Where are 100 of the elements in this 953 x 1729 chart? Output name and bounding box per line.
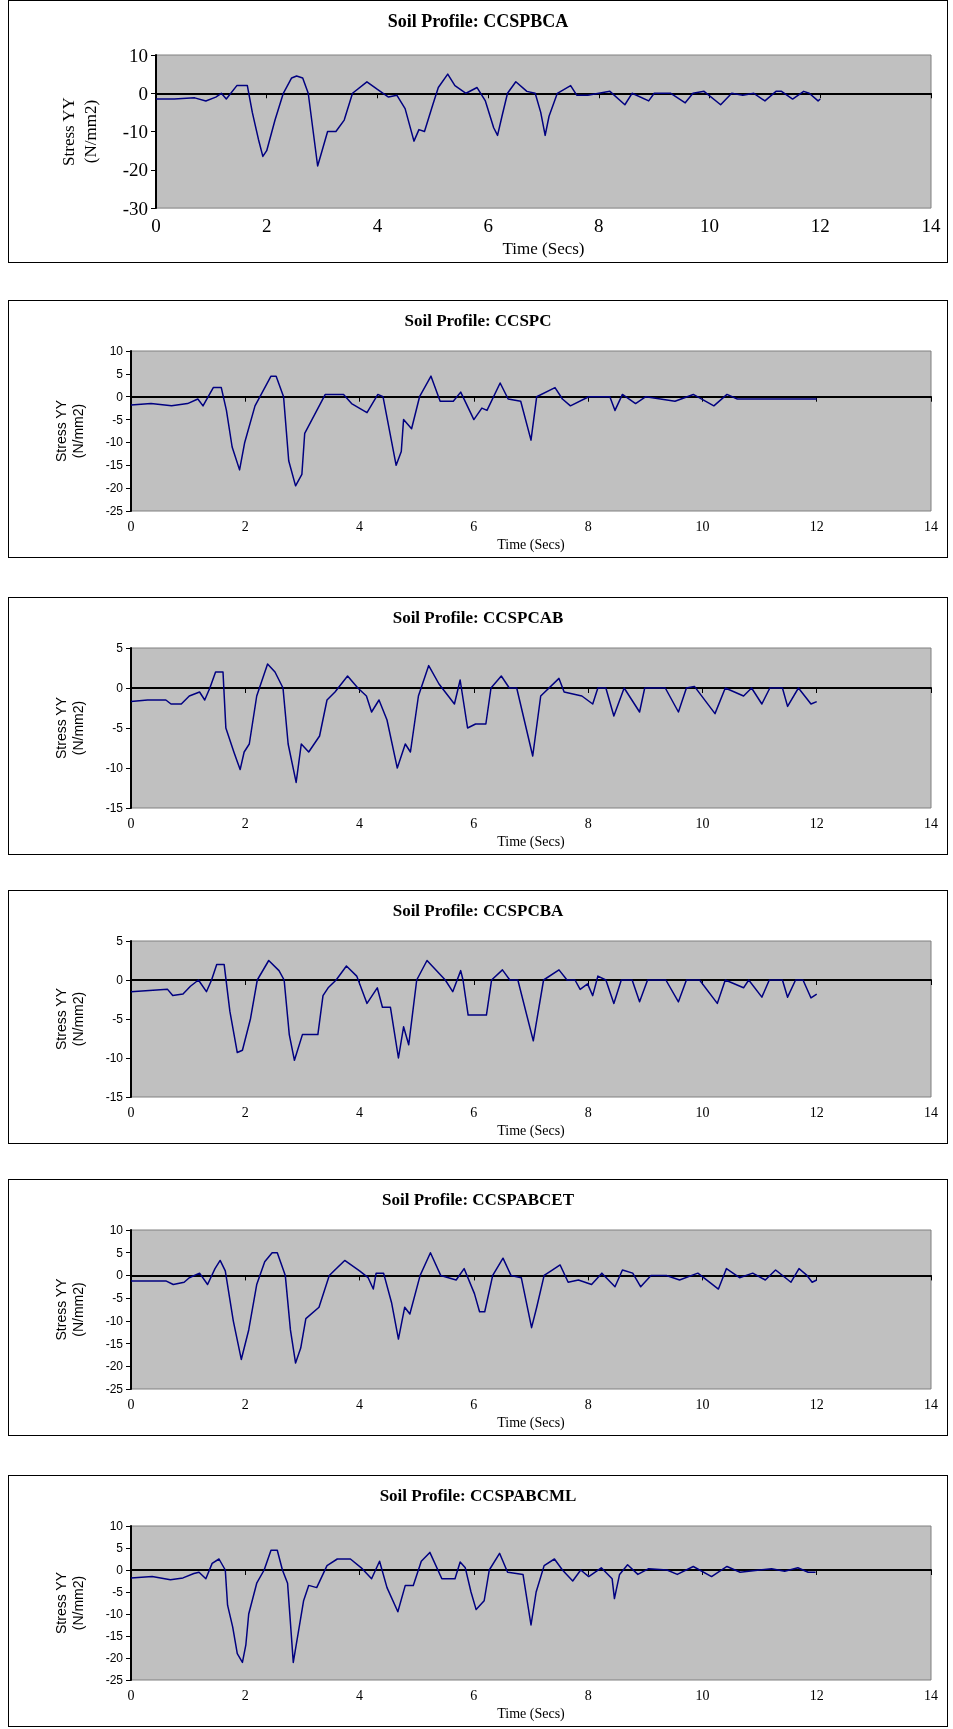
x-tick-label: 8: [584, 1396, 592, 1412]
y-tick-label: -15: [105, 458, 124, 473]
y-tick-label: -5: [112, 412, 124, 427]
y-tick-label: 5: [116, 641, 124, 655]
line-series: [155, 73, 822, 167]
y-tick-label: -5: [112, 1012, 124, 1026]
x-axis-title: Time (Secs): [497, 1706, 566, 1723]
y-tick-label: 10: [109, 344, 124, 358]
y-tick-label: -10: [105, 1607, 124, 1621]
x-tick-label: 6: [470, 1104, 478, 1120]
y-axis-title: Stress YY (N/mm2): [52, 1277, 86, 1341]
y-axis-title: Stress YY (N/mm2): [52, 987, 86, 1050]
y-tick-label: -25: [105, 504, 124, 518]
x-tick-label: 4: [372, 215, 383, 237]
y-tick-label: 0: [116, 973, 124, 987]
y-tick-label: -15: [105, 1336, 124, 1351]
x-tick-label: 10: [695, 518, 710, 534]
x-tick-label: 12: [810, 215, 830, 237]
y-tick-label: 0: [138, 82, 148, 104]
x-tick-label: 2: [241, 1396, 249, 1412]
x-axis-title: Time (Secs): [502, 239, 585, 258]
x-tick-label: 4: [356, 1396, 364, 1412]
x-tick-label: 14: [924, 1687, 938, 1703]
x-tick-label: 14: [924, 518, 938, 534]
x-tick-label: 12: [809, 1396, 824, 1412]
x-tick-label: 4: [356, 1687, 364, 1703]
x-tick-label: 10: [695, 1396, 710, 1412]
y-tick-label: -10: [122, 121, 148, 143]
y-tick-label: -30: [122, 197, 148, 219]
y-tick-label: -20: [105, 481, 124, 496]
x-axis-title: Time (Secs): [497, 1123, 566, 1140]
y-tick-label: -10: [105, 761, 124, 775]
x-tick-label: 6: [470, 815, 478, 831]
x-axis-title: Time (Secs): [497, 1415, 566, 1432]
x-tick-label: 6: [470, 1396, 478, 1412]
y-tick-label: 10: [109, 1223, 124, 1237]
x-tick-label: 8: [584, 1687, 592, 1703]
y-axis-title: Stress YY (N/mm2): [58, 97, 100, 166]
y-axis-title: Stress YY (N/mm2): [52, 1571, 86, 1634]
x-tick-label: 2: [241, 1104, 249, 1120]
y-tick-label: 5: [116, 1541, 124, 1555]
x-tick-label: 4: [356, 1104, 364, 1120]
y-tick-label: -5: [112, 721, 124, 735]
line-series: [130, 1251, 818, 1364]
y-tick-label: 0: [116, 1268, 124, 1283]
y-tick-label: 5: [116, 366, 124, 381]
y-tick-label: 5: [116, 1245, 124, 1260]
x-tick-label: 2: [241, 815, 249, 831]
x-axis-title: Time (Secs): [497, 537, 566, 554]
x-tick-label: 10: [695, 815, 710, 831]
chart-title: Soil Profile: CCSPABCET: [381, 1190, 575, 1209]
line-series: [130, 1549, 817, 1664]
y-tick-label: -15: [105, 1090, 124, 1104]
x-tick-label: 8: [584, 815, 592, 831]
y-tick-label: 5: [116, 934, 124, 948]
x-axis-title: Time (Secs): [497, 834, 566, 851]
y-tick-label: -5: [112, 1585, 124, 1599]
x-tick-label: 14: [924, 815, 938, 831]
chart-title: Soil Profile: CCSPABCML: [379, 1486, 577, 1505]
x-tick-label: 10: [695, 1104, 710, 1120]
chart-title: Soil Profile: CCSPBCA: [387, 11, 569, 31]
y-tick-label: -25: [105, 1382, 124, 1396]
y-tick-label: -20: [105, 1359, 124, 1374]
y-tick-label: -10: [105, 1313, 124, 1328]
x-tick-label: 10: [700, 215, 720, 237]
x-tick-label: 8: [584, 518, 592, 534]
x-tick-label: 2: [241, 1687, 249, 1703]
y-tick-label: -15: [105, 1629, 124, 1643]
y-tick-label: -10: [105, 435, 124, 450]
x-tick-label: 4: [356, 518, 364, 534]
x-tick-label: 4: [356, 815, 364, 831]
x-tick-label: 12: [809, 1104, 824, 1120]
chart-title: Soil Profile: CCSPCBA: [392, 901, 565, 920]
y-tick-label: -10: [105, 1051, 124, 1065]
line-series: [130, 663, 818, 784]
x-tick-label: 14: [924, 1104, 938, 1120]
y-tick-label: -15: [105, 801, 124, 815]
x-tick-label: 2: [241, 518, 249, 534]
y-tick-label: -5: [112, 1291, 124, 1306]
x-tick-label: 8: [584, 1104, 592, 1120]
x-tick-label: 12: [809, 518, 824, 534]
x-tick-label: 14: [924, 1396, 938, 1412]
line-series: [130, 375, 818, 487]
y-axis-title: Stress YY (N/mm2): [52, 696, 86, 759]
y-tick-label: 10: [129, 44, 148, 66]
x-tick-label: 12: [809, 1687, 824, 1703]
y-tick-label: -20: [122, 159, 148, 181]
y-tick-label: 0: [116, 681, 124, 695]
y-tick-label: -25: [105, 1673, 124, 1687]
chart-title: Soil Profile: CCSPC: [404, 311, 552, 330]
y-tick-label: -20: [105, 1651, 124, 1665]
x-tick-label: 6: [483, 215, 493, 237]
y-axis-title: Stress YY (N/mm2): [52, 399, 86, 462]
line-series: [130, 959, 818, 1062]
x-tick-label: 8: [594, 215, 604, 237]
x-tick-label: 14: [921, 215, 941, 237]
x-tick-label: 2: [261, 215, 272, 237]
x-tick-label: 6: [470, 1687, 478, 1703]
y-tick-label: 10: [109, 1519, 124, 1533]
y-tick-label: 0: [116, 389, 124, 404]
